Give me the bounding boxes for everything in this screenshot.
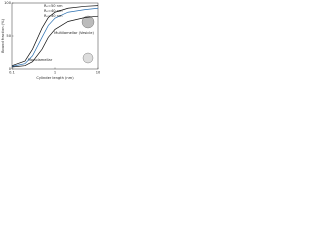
annotation: Monolamellar [28, 58, 53, 62]
mono-inset [82, 52, 94, 64]
x-tick-label: 1 [54, 71, 56, 75]
y-axis-label: Bound fraction (%) [1, 18, 5, 52]
x-tick-label: 0.1 [9, 71, 15, 75]
x-tick-label: 10 [96, 71, 100, 75]
chart: Multilamellar (Vesicle) Monolamellar Cyl… [1, 1, 100, 80]
vesicle-inset [81, 15, 95, 29]
series-line [11, 7, 99, 67]
x-axis-label: Cylinder length (nm) [36, 76, 74, 80]
y-tick-label: 100 [4, 1, 12, 5]
legend-label: R₀=50 nm [44, 4, 63, 8]
legend-label: R₀=30 nm [44, 14, 63, 18]
series-line [11, 15, 99, 68]
annotation: Multilamellar (Vesicle) [54, 31, 94, 35]
series-line [11, 5, 99, 67]
y-tick-label: 0 [9, 67, 12, 71]
y-tick-label: 50 [6, 34, 11, 38]
legend-label: R₀=40 nm [44, 9, 63, 13]
